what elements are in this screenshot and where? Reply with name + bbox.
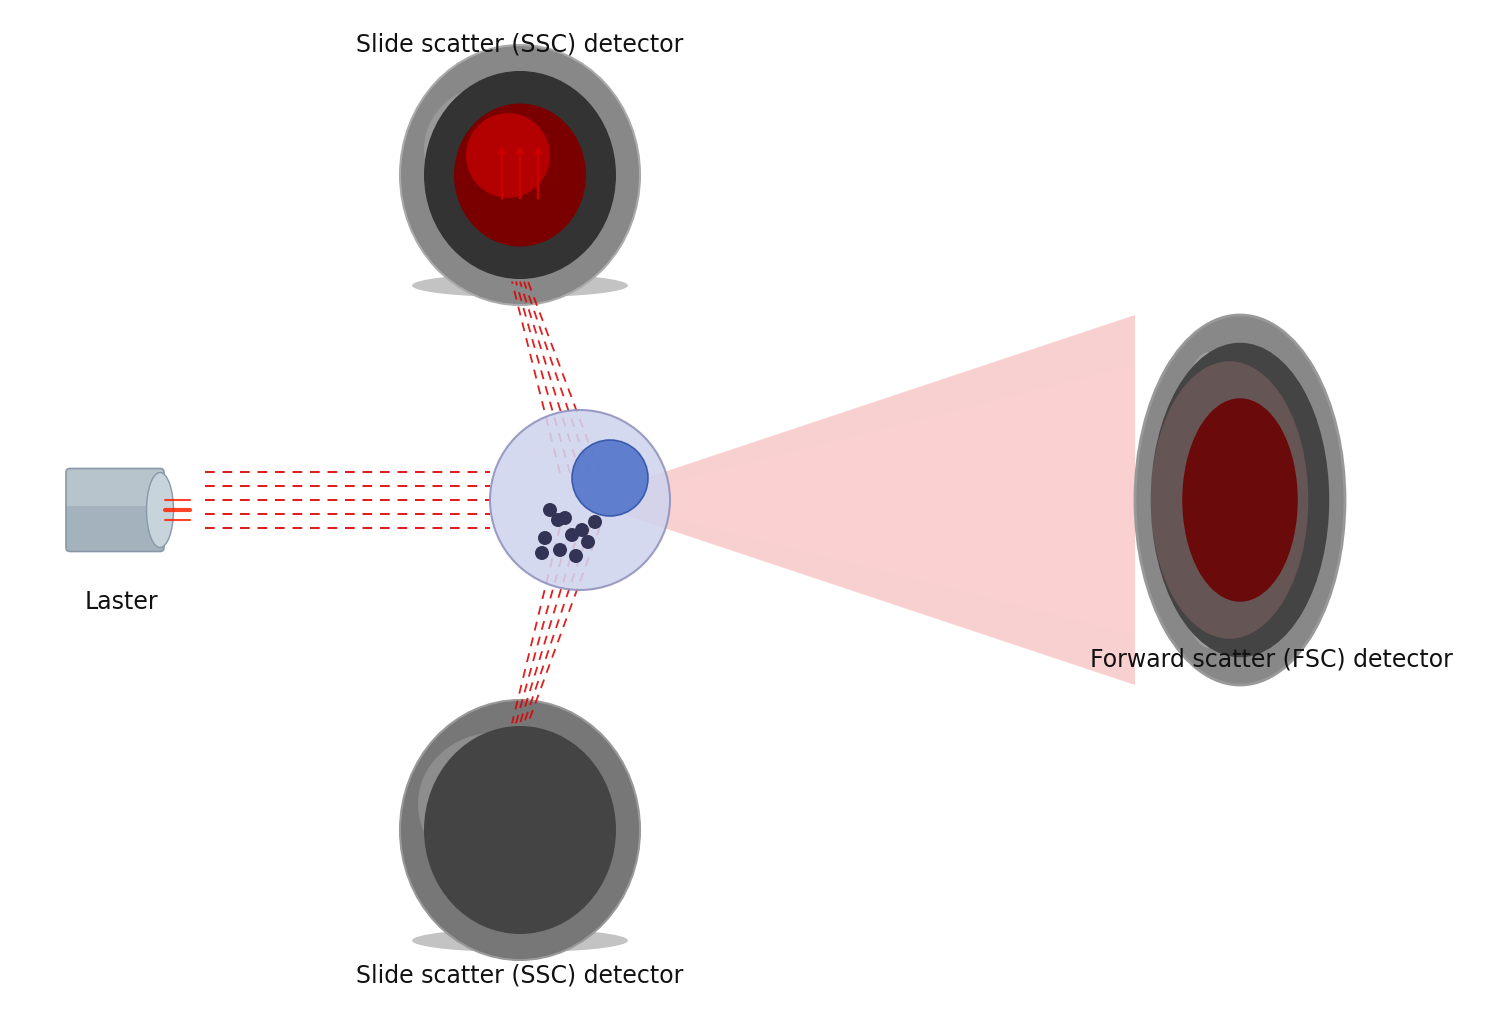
Ellipse shape — [1151, 343, 1329, 658]
Circle shape — [538, 531, 552, 545]
Circle shape — [582, 535, 595, 549]
Circle shape — [588, 515, 602, 529]
Circle shape — [490, 410, 670, 590]
Ellipse shape — [425, 84, 568, 214]
Ellipse shape — [425, 726, 616, 934]
Text: Laster: Laster — [85, 590, 158, 614]
Text: Slide scatter (SSC) detector: Slide scatter (SSC) detector — [356, 32, 683, 56]
Ellipse shape — [419, 733, 574, 876]
FancyBboxPatch shape — [66, 506, 164, 551]
Ellipse shape — [466, 114, 550, 198]
Ellipse shape — [1151, 361, 1308, 638]
Circle shape — [565, 528, 579, 542]
Circle shape — [552, 513, 565, 527]
Ellipse shape — [413, 274, 628, 297]
Circle shape — [553, 543, 567, 557]
Circle shape — [535, 546, 549, 560]
Ellipse shape — [425, 71, 616, 279]
Ellipse shape — [1135, 315, 1346, 685]
Circle shape — [576, 523, 589, 537]
Polygon shape — [599, 365, 1135, 635]
Ellipse shape — [401, 45, 640, 304]
Text: Forward scatter (FSC) detector: Forward scatter (FSC) detector — [1090, 648, 1453, 672]
Circle shape — [558, 511, 573, 525]
Ellipse shape — [401, 700, 640, 960]
Circle shape — [573, 439, 647, 516]
Ellipse shape — [1183, 398, 1298, 602]
Circle shape — [570, 549, 583, 563]
Ellipse shape — [454, 104, 586, 247]
FancyBboxPatch shape — [66, 469, 164, 551]
Ellipse shape — [1172, 352, 1245, 648]
Ellipse shape — [413, 929, 628, 952]
Text: Slide scatter (SSC) detector: Slide scatter (SSC) detector — [356, 964, 683, 988]
Ellipse shape — [147, 473, 173, 547]
Polygon shape — [580, 315, 1135, 685]
Ellipse shape — [1141, 491, 1340, 538]
Circle shape — [543, 503, 558, 517]
